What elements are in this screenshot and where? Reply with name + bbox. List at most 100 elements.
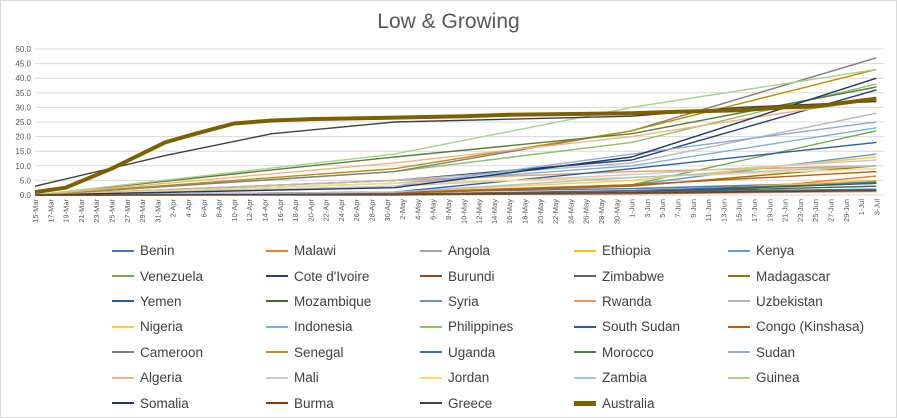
legend-label: Rwanda [602,293,652,309]
x-tick-label: 27-Jun [826,199,835,222]
x-tick-label: 13-Jun [719,199,728,222]
x-tick-label: 19-Mar [62,199,71,223]
legend-item: Mali [266,370,420,385]
x-tick-label: 23-Mar [92,199,101,223]
legend-swatch [420,376,442,379]
legend-item: Morocco [574,345,728,360]
x-tick-label: 30-Apr [383,199,392,222]
legend-item: Madagascar [728,269,882,284]
legend-item: Cote d'Ivoire [266,269,420,284]
x-tick-label: 25-Mar [107,199,116,223]
legend-swatch [420,249,442,252]
series-line-zambia [34,165,877,196]
series-line-burma [34,189,877,196]
legend-label: Algeria [140,370,183,386]
legend-item: Nigeria [112,319,266,334]
legend-label: Syria [448,293,479,309]
legend-item: Philippines [420,319,574,334]
legend-item: Ethiopia [574,243,728,258]
legend-label: Cameroon [140,344,204,360]
legend-swatch [266,249,288,252]
legend-item: Yemen [112,294,266,309]
x-tick-label: 15-Mar [31,199,40,223]
series-line-greece [34,100,877,187]
legend-label: Philippines [448,319,514,335]
legend-item: Australia [574,396,728,411]
x-tick-label: 17-Mar [46,199,55,223]
legend-label: Congo (Kinshasa) [756,319,865,335]
x-tick-label: 7-Jun [673,199,682,218]
legend-swatch [112,402,134,405]
legend-swatch [112,376,134,379]
legend-swatch [266,275,288,278]
series-line-australia [34,96,877,195]
x-tick-label: 21-Mar [77,199,86,223]
x-tick-label: 21-Jun [781,199,790,222]
legend-swatch [420,402,442,405]
x-tick-label: 3-Jun [643,199,652,218]
series-line-guinea [34,68,877,196]
y-tick-label: 40.0 [15,74,31,83]
chart-legend: Benin Malawi Angola Ethiopia Kenya Venezuela C… [112,238,882,416]
legend-label: Uzbekistan [756,293,823,309]
x-tick-label: 27-Mar [123,199,132,223]
x-tick-label: 10-May [459,199,468,224]
legend-row: Venezuela Cote d'Ivoire Burundi Zimbabwe Mad… [112,263,882,288]
legend-swatch [112,351,134,354]
x-tick-label: 4-Apr [184,199,193,218]
y-tick-label: 20.0 [15,133,31,142]
x-tick-label: 17-Jun [750,199,759,222]
x-tick-label: 29-Jun [842,199,851,222]
legend-swatch [266,402,288,405]
x-tick-label: 18-Apr [291,199,300,222]
legend-row: Somalia Burma Greece Australia [112,390,882,415]
legend-item: Malawi [266,243,420,258]
y-tick-label: 10.0 [15,162,31,171]
x-tick-label: 28-Apr [368,199,377,222]
legend-swatch [266,376,288,379]
legend-label: Sudan [756,344,796,360]
legend-swatch [728,351,750,354]
x-tick-label: 16-Apr [276,199,285,222]
legend-item: Syria [420,294,574,309]
legend-row: Nigeria Indonesia Philippines South Sudan Co… [112,314,882,339]
x-tick-label: 14-May [490,199,499,224]
legend-item: Zimbabwe [574,269,728,284]
legend-row: Algeria Mali Jordan Zambia Guinea [112,365,882,390]
legend-label: Mali [294,370,319,386]
x-tick-label: 2-May [398,199,407,220]
legend-swatch [574,400,596,406]
x-tick-label: 31-Mar [153,199,162,223]
legend-row: Yemen Mozambique Syria Rwanda Uzbekistan [112,289,882,314]
x-tick-label: 22-May [551,199,560,224]
legend-item: Sudan [728,345,882,360]
legend-label: Kenya [756,243,795,259]
x-tick-label: 9-Jun [689,199,698,218]
legend-item: Rwanda [574,294,728,309]
legend-swatch [420,300,442,303]
y-tick-label: 25.0 [15,118,31,127]
legend-label: Greece [448,395,493,411]
legend-item: Jordan [420,370,574,385]
series-line-jordan [34,168,877,196]
legend-label: Malawi [294,243,337,259]
x-tick-label: 19-Jun [765,199,774,222]
legend-item: Burma [266,396,420,411]
legend-swatch [420,351,442,354]
x-tick-label: 28-May [597,199,606,224]
x-tick-label: 29-Mar [138,199,147,223]
series-line-somalia [34,77,877,196]
legend-swatch [266,300,288,303]
x-tick-label: 26-Apr [352,199,361,222]
x-tick-label: 12-May [475,199,484,224]
legend-swatch [574,300,596,303]
legend-item: Venezuela [112,269,266,284]
legend-swatch [112,300,134,303]
legend-swatch [420,275,442,278]
legend-swatch [574,351,596,354]
x-tick-label: 20-Apr [306,199,315,222]
legend-item: South Sudan [574,319,728,334]
y-tick-label: 30.0 [15,103,31,112]
y-tick-label: 5.0 [20,176,32,185]
